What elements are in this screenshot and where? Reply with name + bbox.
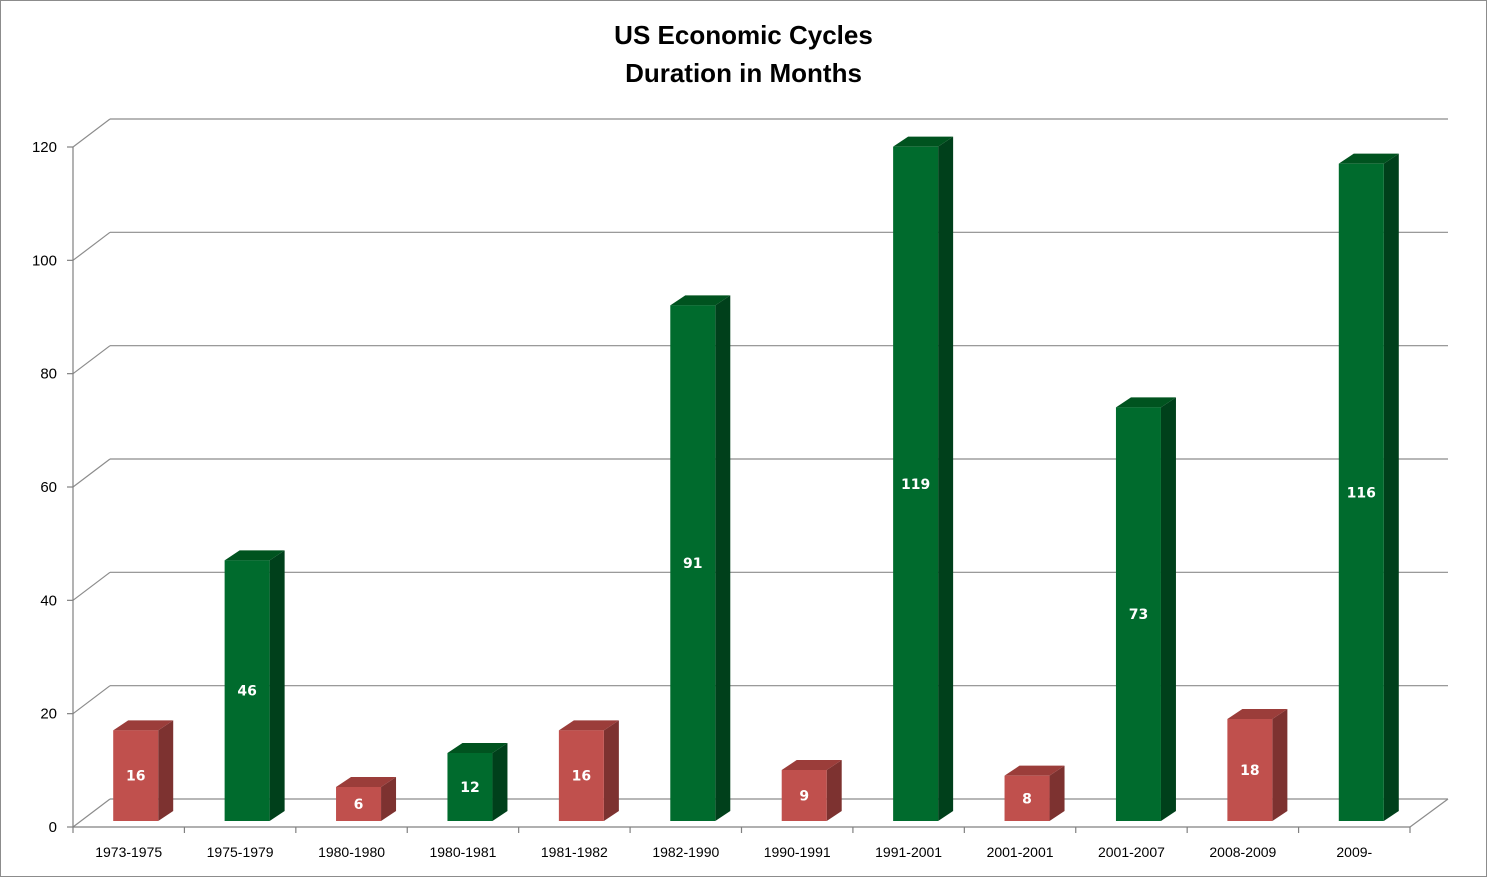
bar-front	[113, 730, 159, 821]
x-tick-label: 1980-1981	[429, 844, 496, 860]
floor-right-edge	[1409, 798, 1449, 828]
x-tick-label: 1980-1980	[318, 844, 385, 860]
bar-1981-1982	[558, 720, 619, 821]
bar-front	[781, 770, 827, 821]
bar-top	[113, 720, 174, 731]
gridline-depth-0	[72, 798, 111, 828]
bars	[113, 136, 1399, 821]
bar-front	[1227, 719, 1273, 821]
bar-1982-1990	[670, 295, 731, 821]
data-label: 116	[1347, 485, 1376, 501]
x-tick-label: 2008-2009	[1209, 844, 1276, 860]
bar-top	[558, 720, 619, 731]
x-tick-label: 1973-1975	[95, 844, 162, 860]
data-label: 16	[572, 769, 591, 785]
bar-side	[269, 550, 285, 821]
bar-side	[938, 136, 954, 821]
bar-side	[1383, 153, 1399, 821]
x-tick-label: 1982-1990	[652, 844, 719, 860]
data-label: 16	[126, 769, 145, 785]
bar-top	[336, 777, 397, 787]
labels: 0 20 40 60 80 100 120 16 1973-1975 46 1975-1979 6 19…	[32, 139, 1376, 860]
bar-side	[715, 295, 731, 821]
x-tick-label: 1991-2001	[875, 844, 942, 860]
data-label: 73	[1129, 607, 1148, 623]
bar-front	[670, 305, 716, 821]
y-tick-label: 40	[40, 592, 57, 609]
gridline-depth-40	[72, 571, 111, 601]
bar-front	[224, 560, 270, 821]
bar-side	[826, 760, 842, 821]
data-label: 8	[1022, 791, 1032, 807]
x-tick-label: 1975-1979	[207, 844, 274, 860]
gridlines	[72, 118, 1449, 828]
bar-front	[558, 730, 604, 821]
bar-2008-2009	[1227, 709, 1288, 821]
gridline-depth-120	[72, 118, 111, 148]
bar-top	[670, 295, 731, 306]
data-label: 12	[460, 780, 479, 796]
data-label: 9	[799, 789, 809, 805]
bar-side	[1160, 397, 1176, 821]
y-tick-label: 20	[40, 706, 57, 723]
bar-1975-1979	[224, 550, 285, 821]
gridline-depth-60	[72, 458, 111, 488]
x-tick-label: 2009-	[1336, 844, 1372, 860]
bar-2001-2001	[1004, 765, 1065, 821]
axes	[67, 146, 1411, 833]
bar-1973-1975	[113, 720, 174, 821]
bar-1980-1981	[447, 743, 508, 821]
data-label: 46	[237, 684, 256, 700]
data-label: 91	[683, 556, 702, 572]
y-tick-label: 0	[49, 819, 57, 836]
bar-front	[447, 753, 493, 821]
x-tick-label: 1990-1991	[764, 844, 831, 860]
bar-2001-2007	[1115, 397, 1176, 821]
y-tick-label: 120	[32, 139, 57, 156]
x-tick-label: 2001-2007	[1098, 844, 1165, 860]
chart-title-line-1: US Economic Cycles	[614, 20, 873, 50]
x-tick-label: 1981-1982	[541, 844, 608, 860]
bar-top	[1004, 765, 1065, 776]
bar-front	[1115, 407, 1161, 821]
gridline-depth-20	[72, 685, 111, 715]
bar-1990-1991	[781, 760, 842, 821]
bar-top	[224, 550, 285, 561]
bar-top	[893, 136, 954, 147]
gridline-depth-100	[72, 231, 111, 261]
bar-side	[1049, 765, 1065, 821]
bar-front	[1004, 775, 1050, 821]
bar-front	[893, 146, 939, 821]
bar-front	[1338, 163, 1384, 821]
bar-top	[447, 743, 508, 753]
gridline-depth-80	[72, 345, 111, 375]
data-label: 6	[354, 797, 364, 813]
data-label: 18	[1240, 763, 1259, 779]
x-tick-label: 2001-2001	[987, 844, 1054, 860]
bar-1980-1980	[336, 777, 397, 821]
bar-side	[381, 777, 397, 821]
y-tick-label: 60	[40, 479, 57, 496]
bar-side	[158, 720, 174, 821]
bar-top	[1115, 397, 1176, 408]
bar-top	[1227, 709, 1288, 719]
chart-title-line-2: Duration in Months	[625, 58, 862, 88]
y-tick-label: 80	[40, 366, 57, 383]
bar-top	[1338, 153, 1399, 164]
bar-side	[603, 720, 619, 821]
bar-front	[336, 787, 382, 821]
bar-top	[781, 760, 842, 770]
data-label: 119	[901, 477, 930, 493]
bar-1991-2001	[893, 136, 954, 821]
bar-2009-	[1338, 153, 1399, 821]
y-tick-label: 100	[32, 252, 57, 269]
bar-side	[492, 743, 508, 821]
bar-side	[1272, 709, 1288, 821]
